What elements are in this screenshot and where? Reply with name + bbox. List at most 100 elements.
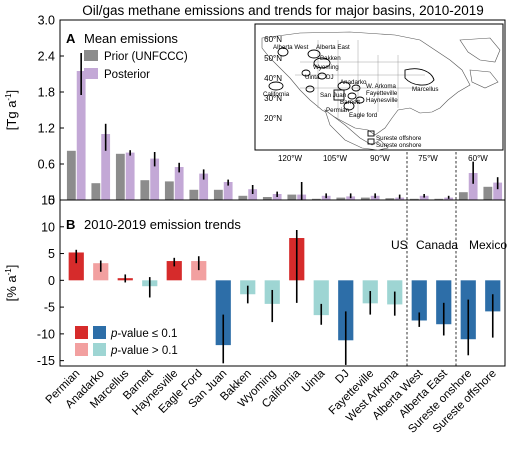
map-lon-label-0: 120°W <box>278 154 303 163</box>
trend-bar-10 <box>313 280 329 316</box>
panel-a-letter: A <box>66 31 76 46</box>
map-basin-label-6: California <box>263 91 290 98</box>
inset-map: 60°N 50°N 40°N 30°N 20°N 120°W 105°W 90°W 75°W 6… <box>254 23 504 163</box>
panel-b-y-tick-label-6: 15 <box>41 194 55 208</box>
posterior-bar-2 <box>125 152 135 200</box>
map-basin-label-11: Haynesville <box>366 97 398 104</box>
panel-a-y-tick-label-1: 0.6 <box>38 158 55 172</box>
panel-b: -15 -10 -5 0 5 10 15 PermianAnadarkoMarcellusB… <box>4 194 507 436</box>
trend-bar-15 <box>436 280 452 325</box>
map-longitude-labels: 120°W 105°W 90°W 75°W 60°W <box>278 154 488 163</box>
panel-b-legend: p-value ≤ 0.1 p-value > 0.1 <box>75 326 178 357</box>
panel-b-y-axis: -15 -10 -5 0 5 10 15 <box>37 194 64 368</box>
map-lat-label-2: 40°N <box>264 74 282 83</box>
map-basin-label-7: Anadarko <box>340 79 367 86</box>
map-basin-label-5: DJ <box>326 74 334 81</box>
legend-sig-red-swatch <box>75 326 88 339</box>
panel-b-title: 2010-2019 emission trends <box>84 217 241 232</box>
panel-a-y-tick-label-5: 3.0 <box>38 14 55 28</box>
prior-bar-7 <box>238 195 248 200</box>
prior-bar-3 <box>140 180 150 200</box>
panel-a-y-tick-label-2: 1.2 <box>38 122 55 136</box>
prior-bar-4 <box>164 181 174 200</box>
map-latitude-labels: 60°N 50°N 40°N 30°N 20°N <box>264 35 282 123</box>
trend-bar-11 <box>338 280 354 341</box>
prior-bar-17 <box>483 186 493 200</box>
panel-a-y-tick-label-0: 0 <box>48 194 55 208</box>
panel-b-y-tick-label-4: 5 <box>48 247 55 261</box>
map-basin-label-9: W. Arkoma <box>366 83 396 90</box>
map-basin-label-0: Alberta West <box>273 44 309 51</box>
panel-a-legend: Prior (UNFCCC) Posterior <box>84 50 188 81</box>
legend-prior-swatch <box>84 50 98 61</box>
trend-bar-0 <box>68 252 84 281</box>
panel-b-bars <box>68 229 501 365</box>
panel-a-y-label: [Tg a-1] <box>4 90 19 130</box>
panel-a-y-tick-label-3: 1.8 <box>38 86 55 100</box>
map-basin-label-8: San Juan <box>320 92 347 99</box>
map-lat-label-1: 50°N <box>264 54 282 63</box>
posterior-bar-14 <box>419 195 429 200</box>
panel-b-letter: B <box>66 217 75 232</box>
panel-a-y-tick-label-4: 2.4 <box>38 50 55 64</box>
x-tick-label-11: DJ <box>333 368 351 386</box>
posterior-bar-17 <box>493 182 503 200</box>
posterior-bar-0 <box>76 71 86 200</box>
panel-a-bars <box>66 53 503 200</box>
x-tick-label-10: Uinta <box>300 367 328 395</box>
map-basin-outlines <box>268 47 435 145</box>
panel-b-y-tick-label-3: 0 <box>48 274 55 288</box>
map-basin-label-15: Marcellus <box>412 86 438 93</box>
panel-b-y-tick-label-2: -5 <box>44 301 55 315</box>
figure-title: Oil/gas methane emissions and trends for… <box>82 3 483 18</box>
map-basin-label-16: Sureste offshore <box>376 135 422 142</box>
map-basin-label-1: Alberta East <box>316 44 350 51</box>
legend-nonsig-red-swatch <box>75 343 88 356</box>
legend-posterior-swatch <box>84 68 98 79</box>
map-basin-label-12: Barnett <box>340 99 360 106</box>
map-lon-label-3: 75°W <box>418 154 438 163</box>
region-dividers <box>406 152 457 366</box>
posterior-bar-5 <box>199 173 209 200</box>
map-lat-label-4: 20°N <box>264 114 282 123</box>
prior-bar-15 <box>434 198 444 200</box>
posterior-bar-1 <box>101 134 111 200</box>
map-lat-label-3: 30°N <box>264 94 282 103</box>
region-label-canada: Canada <box>416 238 458 252</box>
prior-bar-1 <box>91 183 101 200</box>
map-lon-label-4: 60°W <box>468 154 488 163</box>
map-basin-label-4: Uinta <box>305 74 320 81</box>
legend-sig-blue-swatch <box>93 326 106 339</box>
prior-bar-11 <box>336 197 346 200</box>
trend-bar-6 <box>215 280 231 346</box>
prior-bar-8 <box>262 197 272 200</box>
panel-b-y-label: [% a-1] <box>4 265 19 302</box>
prior-bar-5 <box>189 189 199 200</box>
panel-a-y-axis: 0 0.6 1.2 1.8 2.4 3.0 <box>38 14 64 208</box>
prior-bar-0 <box>66 150 76 200</box>
prior-bar-12 <box>360 197 370 200</box>
map-lon-label-1: 105°W <box>323 154 348 163</box>
posterior-bar-6 <box>223 182 233 200</box>
prior-bar-6 <box>213 189 223 200</box>
map-lon-label-2: 90°W <box>370 154 390 163</box>
map-basin-label-13: Permian <box>326 107 350 114</box>
map-lat-label-0: 60°N <box>264 35 282 44</box>
region-label-mexico: Mexico <box>469 238 507 252</box>
prior-bar-9 <box>287 194 297 200</box>
posterior-bar-7 <box>248 189 258 200</box>
legend-nonsig-label: p-value > 0.1 <box>110 345 178 357</box>
prior-bar-2 <box>115 153 125 200</box>
legend-sig-label: p-value ≤ 0.1 <box>110 328 177 340</box>
map-basin-label-14: Eagle ford <box>349 112 378 119</box>
panel-a: 0 0.6 1.2 1.8 2.4 3.0 A Mean emissions Prior … <box>4 14 506 208</box>
legend-prior-label: Prior (UNFCCC) <box>104 51 188 63</box>
legend-posterior-label: Posterior <box>104 69 150 81</box>
panel-b-x-axis: PermianAnadarkoMarcellusBarnettHaynesvil… <box>44 367 499 436</box>
prior-bar-13 <box>385 198 395 200</box>
trend-bar-5 <box>191 261 207 281</box>
map-basin-label-17: Sureste onshore <box>376 142 422 149</box>
panel-b-frame <box>59 199 506 367</box>
panel-b-y-tick-label-0: -15 <box>37 354 55 368</box>
